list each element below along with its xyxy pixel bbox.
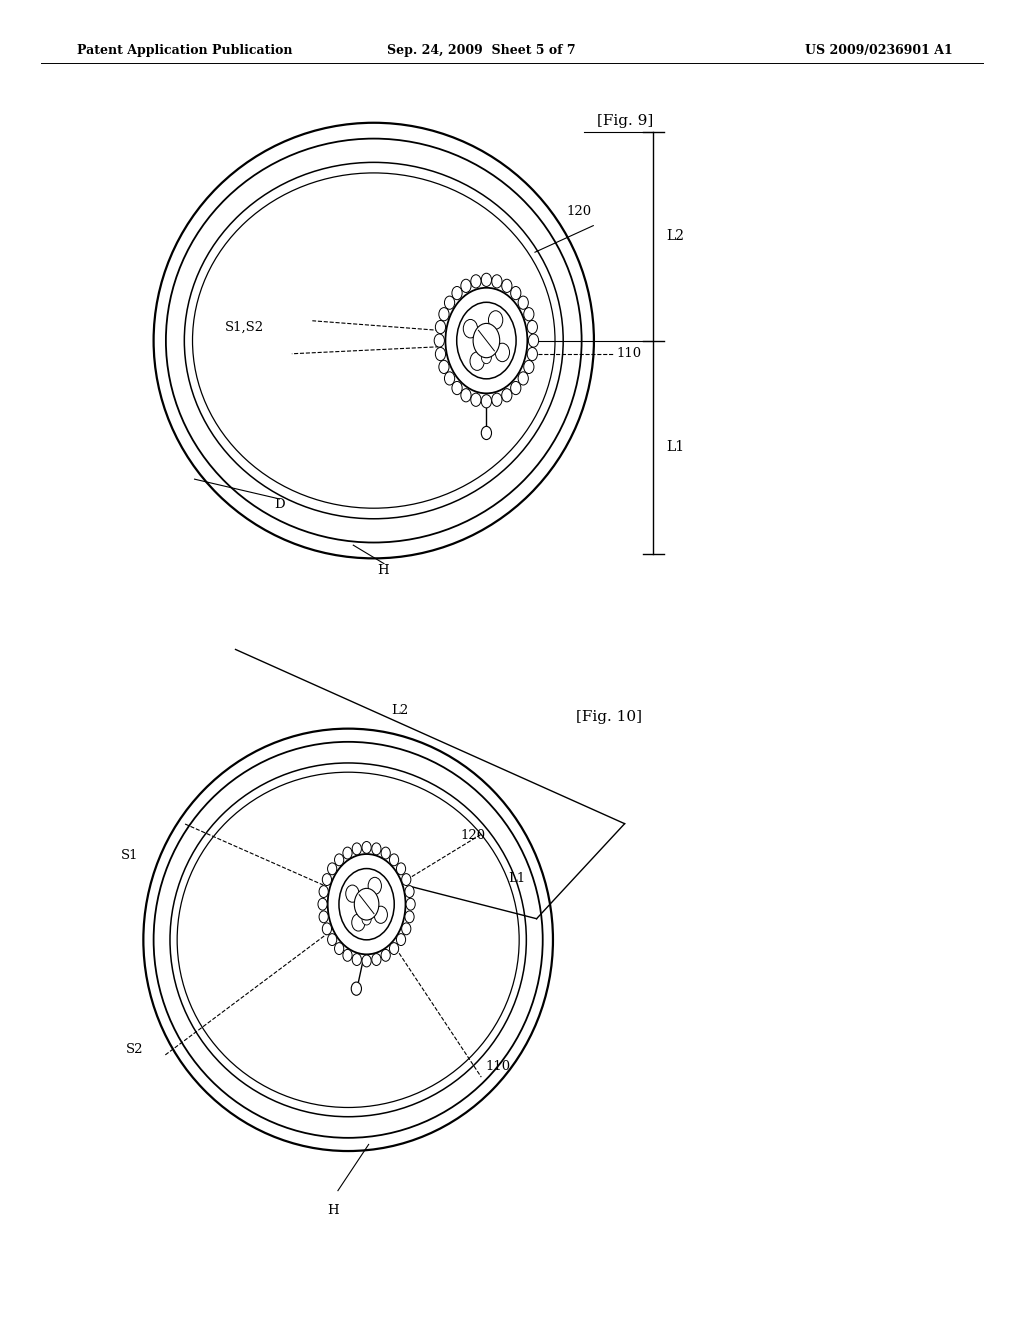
Circle shape [511, 286, 521, 300]
Text: S1,S2: S1,S2 [225, 321, 264, 334]
Circle shape [523, 360, 534, 374]
Circle shape [396, 863, 406, 875]
Circle shape [527, 321, 538, 334]
Circle shape [328, 933, 337, 945]
Circle shape [461, 388, 471, 401]
Circle shape [481, 351, 492, 363]
Circle shape [471, 275, 481, 288]
Circle shape [471, 393, 481, 407]
Circle shape [496, 343, 510, 362]
Circle shape [372, 843, 381, 855]
Circle shape [361, 913, 372, 925]
Circle shape [492, 275, 502, 288]
Circle shape [381, 847, 390, 859]
Circle shape [404, 886, 414, 898]
Circle shape [528, 334, 539, 347]
Text: Sep. 24, 2009  Sheet 5 of 7: Sep. 24, 2009 Sheet 5 of 7 [387, 44, 575, 57]
Circle shape [362, 956, 371, 966]
Circle shape [481, 426, 492, 440]
Circle shape [352, 953, 361, 965]
Circle shape [368, 878, 381, 895]
Circle shape [319, 911, 329, 923]
Circle shape [401, 923, 411, 935]
Text: L2: L2 [667, 230, 685, 243]
Circle shape [457, 302, 516, 379]
Text: [Fig. 9]: [Fig. 9] [597, 115, 652, 128]
Text: H: H [328, 1204, 339, 1217]
Circle shape [438, 279, 535, 404]
Circle shape [406, 898, 416, 911]
Circle shape [488, 310, 503, 329]
Text: L1: L1 [667, 441, 685, 454]
Circle shape [323, 923, 332, 935]
Text: 120: 120 [566, 205, 592, 218]
Circle shape [511, 381, 521, 395]
Circle shape [381, 949, 390, 961]
Circle shape [328, 863, 337, 875]
Circle shape [352, 913, 365, 931]
Text: D: D [274, 498, 285, 511]
Circle shape [452, 286, 462, 300]
Circle shape [372, 953, 381, 965]
Circle shape [439, 360, 450, 374]
Circle shape [523, 308, 534, 321]
Circle shape [452, 381, 462, 395]
Circle shape [389, 942, 398, 954]
Text: L1: L1 [508, 873, 525, 884]
Text: 120: 120 [461, 829, 486, 842]
Circle shape [321, 845, 413, 964]
Circle shape [518, 372, 528, 385]
Circle shape [435, 321, 445, 334]
Circle shape [435, 347, 445, 360]
Circle shape [335, 942, 344, 954]
Circle shape [481, 273, 492, 286]
Text: S2: S2 [126, 1043, 143, 1056]
Text: Patent Application Publication: Patent Application Publication [77, 44, 292, 57]
Circle shape [461, 280, 471, 293]
Circle shape [346, 884, 359, 903]
Circle shape [317, 898, 328, 911]
Circle shape [396, 933, 406, 945]
Text: 110: 110 [616, 347, 642, 360]
Circle shape [518, 296, 528, 309]
Circle shape [354, 888, 379, 920]
Circle shape [439, 308, 450, 321]
Circle shape [339, 869, 394, 940]
Text: 110: 110 [485, 1060, 511, 1073]
Circle shape [374, 906, 387, 924]
Circle shape [343, 847, 352, 859]
Circle shape [481, 395, 492, 408]
Circle shape [444, 296, 455, 309]
Circle shape [444, 372, 455, 385]
Circle shape [351, 982, 361, 995]
Circle shape [527, 347, 538, 360]
Circle shape [502, 388, 512, 401]
Circle shape [323, 874, 332, 886]
Text: H: H [377, 564, 388, 577]
Circle shape [473, 323, 500, 358]
Circle shape [502, 280, 512, 293]
Circle shape [463, 319, 477, 338]
Circle shape [404, 911, 414, 923]
Circle shape [470, 352, 484, 371]
Text: L2: L2 [391, 704, 408, 717]
Circle shape [343, 949, 352, 961]
Circle shape [401, 874, 411, 886]
Circle shape [362, 842, 371, 854]
Text: US 2009/0236901 A1: US 2009/0236901 A1 [805, 44, 952, 57]
Circle shape [492, 393, 502, 407]
Circle shape [335, 854, 344, 866]
Circle shape [389, 854, 398, 866]
Circle shape [319, 886, 329, 898]
Text: S1: S1 [121, 849, 138, 862]
Circle shape [434, 334, 444, 347]
Circle shape [352, 843, 361, 855]
Text: [Fig. 10]: [Fig. 10] [577, 710, 642, 723]
